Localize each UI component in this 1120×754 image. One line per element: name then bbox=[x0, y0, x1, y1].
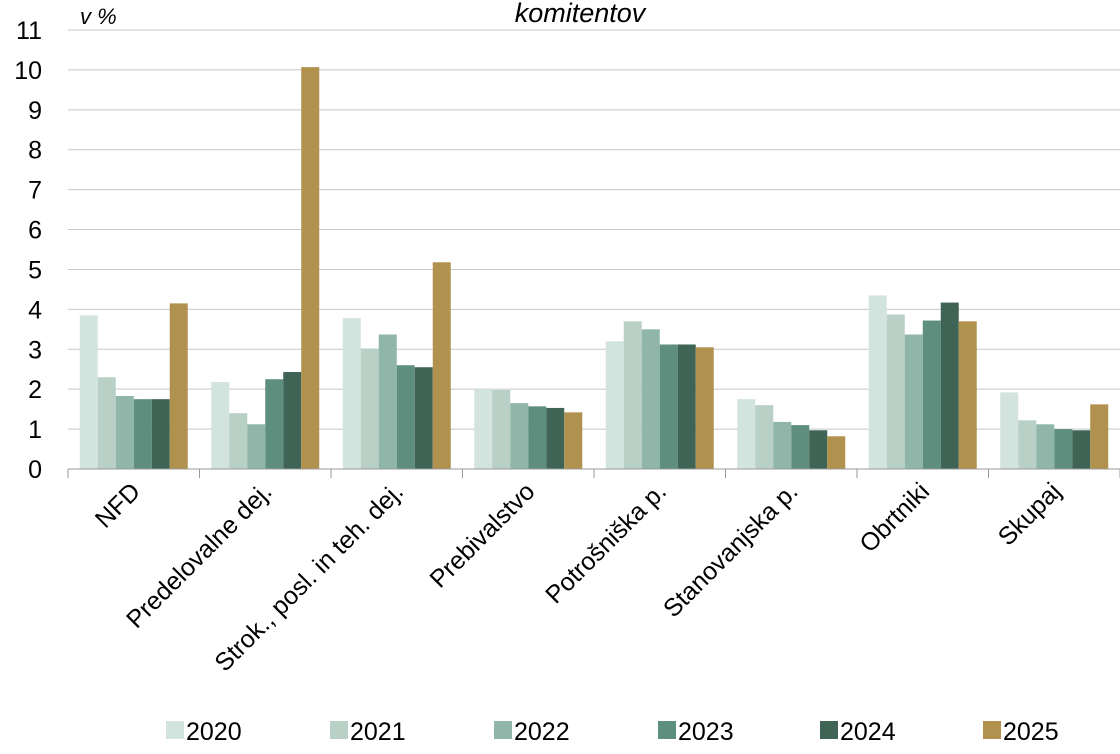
bar-2022 bbox=[247, 424, 266, 469]
x-tick-label: Stanovanjska p. bbox=[658, 477, 804, 623]
bar-2024 bbox=[283, 372, 302, 469]
bar-2023 bbox=[659, 344, 678, 469]
y-tick-label: 9 bbox=[28, 97, 42, 125]
legend-label-2025: 2025 bbox=[1003, 718, 1059, 746]
bar-2021 bbox=[360, 348, 379, 469]
bar-2022 bbox=[773, 421, 792, 469]
bar-2023 bbox=[396, 365, 415, 469]
legend-swatch-2021 bbox=[330, 721, 348, 739]
bar-2020 bbox=[342, 318, 361, 469]
x-tick-label: Potrošniška p. bbox=[540, 477, 672, 609]
x-tick-label: Obrtniki bbox=[854, 477, 935, 558]
bar-2025 bbox=[958, 321, 977, 469]
legend-swatch-2020 bbox=[166, 721, 184, 739]
bar-2024 bbox=[1072, 430, 1091, 469]
bar-2025 bbox=[301, 67, 320, 470]
x-tick-label: NFD bbox=[90, 477, 146, 533]
bar-2021 bbox=[492, 389, 511, 469]
bar-2025 bbox=[169, 303, 188, 469]
y-tick-labels: 0 1 2 3 4 5 6 7 8 9 10 11 bbox=[14, 17, 42, 484]
bar-2020 bbox=[1000, 392, 1019, 469]
bar-2024 bbox=[940, 302, 959, 469]
chart-title: komitentov bbox=[515, 0, 647, 28]
bar-2023 bbox=[922, 320, 941, 469]
legend-swatch-2024 bbox=[820, 721, 838, 739]
bar-2023 bbox=[1054, 429, 1073, 469]
bar-2022 bbox=[378, 334, 397, 469]
legend: 2020 2021 2022 2023 2024 2025 bbox=[166, 718, 1059, 746]
bar-2020 bbox=[211, 381, 230, 469]
legend-swatch-2022 bbox=[494, 721, 512, 739]
bar-2020 bbox=[868, 295, 887, 469]
bar-2025 bbox=[827, 436, 846, 469]
legend-swatch-2023 bbox=[658, 721, 676, 739]
bar-2022 bbox=[510, 403, 529, 469]
y-tick-label: 3 bbox=[28, 336, 42, 364]
x-tick-label: Prebivalstvo bbox=[424, 477, 540, 593]
x-tick-label: Skupaj bbox=[993, 477, 1067, 551]
bar-2021 bbox=[229, 413, 248, 469]
grid-lines bbox=[68, 29, 1120, 430]
bar-2022 bbox=[641, 329, 660, 469]
bar-2020 bbox=[79, 315, 98, 469]
bar-2021 bbox=[623, 321, 642, 469]
bars bbox=[79, 67, 1109, 470]
bar-2024 bbox=[414, 367, 433, 469]
bar-2025 bbox=[432, 262, 451, 469]
bar-2021 bbox=[1018, 420, 1037, 469]
y-tick-label: 11 bbox=[16, 17, 42, 45]
bar-2022 bbox=[904, 334, 923, 469]
bar-2020 bbox=[474, 389, 493, 469]
y-axis-label: v % bbox=[80, 4, 117, 29]
legend-swatch-2025 bbox=[983, 721, 1001, 739]
bar-2025 bbox=[1090, 404, 1109, 469]
y-tick-label: 2 bbox=[28, 376, 42, 404]
bar-2022 bbox=[115, 395, 134, 469]
x-tick-label: Predelovalne dej. bbox=[121, 477, 277, 633]
y-tick-label: 8 bbox=[28, 137, 42, 165]
bar-2024 bbox=[151, 399, 170, 469]
bar-2024 bbox=[809, 430, 828, 469]
bar-2025 bbox=[695, 347, 714, 469]
legend-label-2022: 2022 bbox=[514, 718, 570, 746]
bar-2024 bbox=[677, 344, 696, 469]
x-axis bbox=[67, 468, 1120, 478]
bar-2025 bbox=[564, 412, 583, 469]
legend-label-2024: 2024 bbox=[840, 718, 896, 746]
bar-2024 bbox=[546, 407, 565, 469]
y-tick-label: 4 bbox=[28, 296, 42, 324]
bar-2023 bbox=[528, 406, 547, 469]
y-tick-label: 0 bbox=[28, 456, 42, 484]
y-tick-label: 10 bbox=[14, 57, 42, 85]
bar-2021 bbox=[886, 314, 905, 469]
bar-2020 bbox=[605, 341, 624, 469]
y-tick-label: 6 bbox=[28, 217, 42, 245]
bar-2023 bbox=[133, 399, 152, 469]
y-tick-label: 5 bbox=[28, 256, 42, 284]
y-tick-label: 1 bbox=[28, 416, 42, 444]
legend-label-2023: 2023 bbox=[678, 718, 734, 746]
bar-2020 bbox=[737, 399, 756, 469]
bar-2023 bbox=[265, 379, 284, 469]
bar-2022 bbox=[1036, 424, 1055, 469]
bar-2021 bbox=[97, 377, 116, 469]
bar-2023 bbox=[791, 425, 810, 469]
legend-label-2020: 2020 bbox=[186, 718, 242, 746]
bar-2021 bbox=[755, 405, 774, 469]
y-tick-label: 7 bbox=[28, 177, 42, 205]
legend-label-2021: 2021 bbox=[350, 718, 406, 746]
